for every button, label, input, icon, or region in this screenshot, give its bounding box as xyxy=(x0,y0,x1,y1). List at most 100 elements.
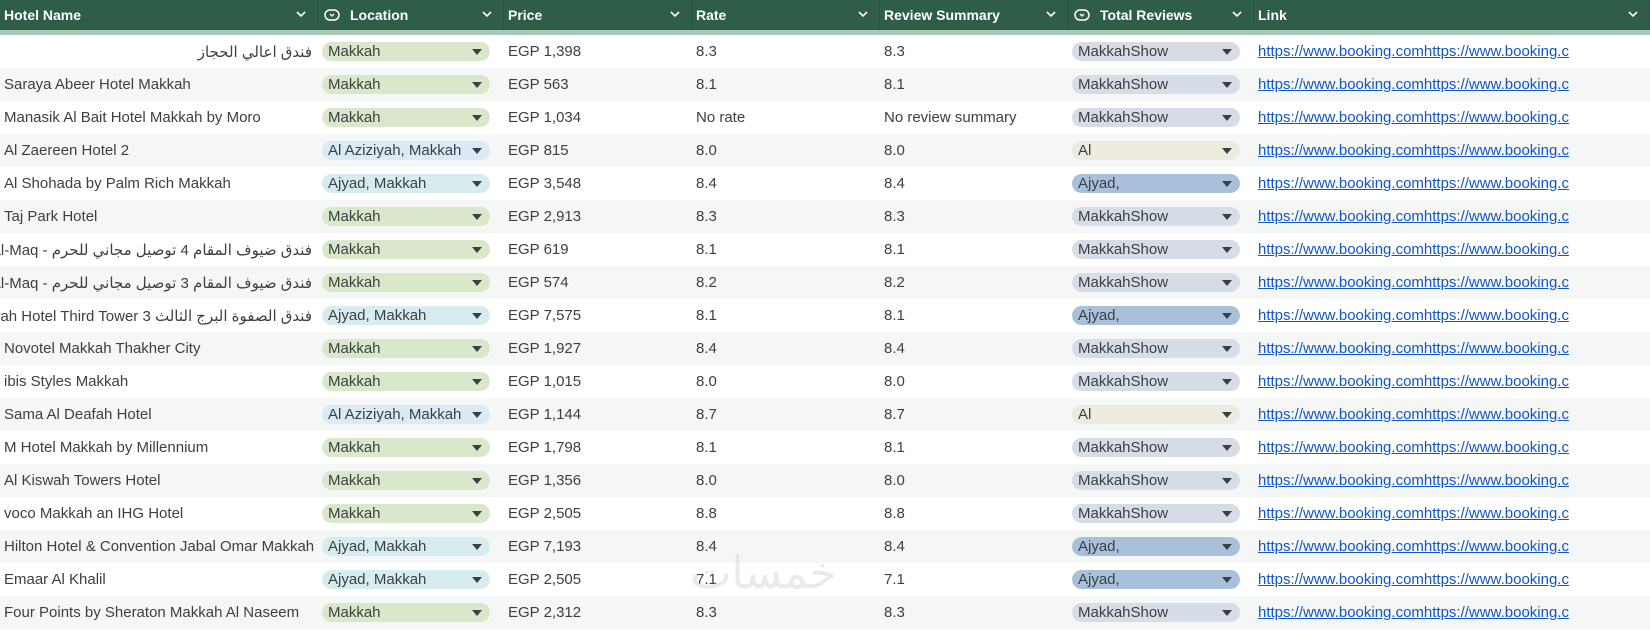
total-reviews-cell[interactable]: MakkahShow xyxy=(1068,332,1254,365)
hotel-name-cell[interactable]: فندق اعالي الحجاز xyxy=(197,43,312,61)
dropdown-caret-icon[interactable] xyxy=(1222,577,1232,583)
location-cell[interactable]: Ajyad, Makkah xyxy=(318,167,504,200)
price-cell[interactable]: EGP 1,015 xyxy=(508,373,582,390)
link-cell[interactable]: https://www.booking.comhttps://www.booki… xyxy=(1254,530,1650,563)
total-reviews-dropdown-chip[interactable]: MakkahShow xyxy=(1072,471,1240,490)
review-summary-cell[interactable]: 7.1 xyxy=(884,571,905,588)
dropdown-caret-icon[interactable] xyxy=(1222,313,1232,319)
chevron-down-icon[interactable] xyxy=(295,8,307,20)
column-header-name[interactable]: Hotel Name xyxy=(0,0,318,30)
rate-cell[interactable]: 8.0 xyxy=(696,142,717,159)
total-reviews-cell[interactable]: Ajyad, xyxy=(1068,563,1254,596)
link-cell[interactable]: https://www.booking.comhttps://www.booki… xyxy=(1254,233,1650,266)
booking-link[interactable]: https://www.booking.comhttps://www.booki… xyxy=(1258,208,1569,225)
price-cell[interactable]: EGP 1,034 xyxy=(508,109,582,126)
location-cell[interactable]: Makkah xyxy=(318,68,504,101)
total-reviews-dropdown-chip[interactable]: MakkahShow xyxy=(1072,273,1240,292)
total-reviews-dropdown-chip[interactable]: MakkahShow xyxy=(1072,438,1240,457)
price-cell[interactable]: EGP 1,927 xyxy=(508,340,582,357)
rate-cell[interactable]: 8.1 xyxy=(696,241,717,258)
location-dropdown-chip[interactable]: Makkah xyxy=(322,504,490,523)
location-dropdown-chip[interactable]: Makkah xyxy=(322,372,490,391)
review-summary-cell[interactable]: 8.1 xyxy=(884,241,905,258)
rate-cell[interactable]: 8.1 xyxy=(696,439,717,456)
hotel-name-cell[interactable]: Emaar Al Khalil xyxy=(4,571,106,588)
total-reviews-dropdown-chip[interactable]: MakkahShow xyxy=(1072,603,1240,622)
rate-cell[interactable]: 8.4 xyxy=(696,538,717,555)
hotel-name-cell[interactable]: M Hotel Makkah by Millennium xyxy=(4,439,209,456)
location-cell[interactable]: Makkah xyxy=(318,365,504,398)
location-dropdown-chip[interactable]: Makkah xyxy=(322,438,490,457)
hotel-name-cell[interactable]: voco Makkah an IHG Hotel xyxy=(4,505,184,522)
hotel-name-cell[interactable]: Hilton Hotel & Convention Jabal Omar Mak… xyxy=(4,538,315,555)
dropdown-caret-icon[interactable] xyxy=(1222,445,1232,451)
chevron-down-icon[interactable] xyxy=(481,8,493,20)
price-cell[interactable]: EGP 1,144 xyxy=(508,406,582,423)
review-summary-cell[interactable]: 8.1 xyxy=(884,307,905,324)
location-cell[interactable]: Makkah xyxy=(318,497,504,530)
rate-cell[interactable]: 7.1 xyxy=(696,571,717,588)
total-reviews-cell[interactable]: MakkahShow xyxy=(1068,431,1254,464)
rate-cell[interactable]: 8.1 xyxy=(696,76,717,93)
dropdown-caret-icon[interactable] xyxy=(472,610,482,616)
total-reviews-cell[interactable]: MakkahShow xyxy=(1068,35,1254,68)
location-dropdown-chip[interactable]: Ajyad, Makkah xyxy=(322,570,490,589)
location-cell[interactable]: Ajyad, Makkah xyxy=(318,563,504,596)
link-cell[interactable]: https://www.booking.comhttps://www.booki… xyxy=(1254,596,1650,629)
dropdown-caret-icon[interactable] xyxy=(472,280,482,286)
review-summary-cell[interactable]: 8.0 xyxy=(884,142,905,159)
total-reviews-cell[interactable]: Ajyad, xyxy=(1068,530,1254,563)
chevron-down-icon[interactable] xyxy=(669,8,681,20)
dropdown-caret-icon[interactable] xyxy=(472,511,482,517)
chevron-down-icon[interactable] xyxy=(857,8,869,20)
booking-link[interactable]: https://www.booking.comhttps://www.booki… xyxy=(1258,373,1569,390)
column-header-total[interactable]: Total Reviews xyxy=(1068,0,1254,30)
total-reviews-dropdown-chip[interactable]: Al xyxy=(1072,405,1240,424)
location-cell[interactable]: Al Aziziyah, Makkah xyxy=(318,398,504,431)
booking-link[interactable]: https://www.booking.comhttps://www.booki… xyxy=(1258,439,1569,456)
link-cell[interactable]: https://www.booking.comhttps://www.booki… xyxy=(1254,299,1650,332)
total-reviews-cell[interactable]: MakkahShow xyxy=(1068,233,1254,266)
price-cell[interactable]: EGP 619 xyxy=(508,241,569,258)
hotel-name-cell[interactable]: Sama Al Deafah Hotel xyxy=(4,406,152,423)
total-reviews-dropdown-chip[interactable]: MakkahShow xyxy=(1072,207,1240,226)
total-reviews-dropdown-chip[interactable]: Ajyad, xyxy=(1072,174,1240,193)
total-reviews-dropdown-chip[interactable]: MakkahShow xyxy=(1072,42,1240,61)
review-summary-cell[interactable]: 8.0 xyxy=(884,373,905,390)
booking-link[interactable]: https://www.booking.comhttps://www.booki… xyxy=(1258,406,1569,423)
column-header-price[interactable]: Price xyxy=(504,0,692,30)
review-summary-cell[interactable]: 8.8 xyxy=(884,505,905,522)
link-cell[interactable]: https://www.booking.comhttps://www.booki… xyxy=(1254,68,1650,101)
chevron-down-icon[interactable] xyxy=(1627,8,1639,20)
dropdown-caret-icon[interactable] xyxy=(472,82,482,88)
dropdown-caret-icon[interactable] xyxy=(472,115,482,121)
dropdown-caret-icon[interactable] xyxy=(472,313,482,319)
booking-link[interactable]: https://www.booking.comhttps://www.booki… xyxy=(1258,142,1569,159)
link-cell[interactable]: https://www.booking.comhttps://www.booki… xyxy=(1254,35,1650,68)
rate-cell[interactable]: 8.3 xyxy=(696,208,717,225)
link-cell[interactable]: https://www.booking.comhttps://www.booki… xyxy=(1254,134,1650,167)
review-summary-cell[interactable]: 8.4 xyxy=(884,538,905,555)
booking-link[interactable]: https://www.booking.comhttps://www.booki… xyxy=(1258,472,1569,489)
price-cell[interactable]: EGP 2,505 xyxy=(508,571,582,588)
location-dropdown-chip[interactable]: Ajyad, Makkah xyxy=(322,537,490,556)
rate-cell[interactable]: 8.7 xyxy=(696,406,717,423)
booking-link[interactable]: https://www.booking.comhttps://www.booki… xyxy=(1258,340,1569,357)
location-dropdown-chip[interactable]: Makkah xyxy=(322,339,490,358)
column-header-location[interactable]: Location xyxy=(318,0,504,30)
price-cell[interactable]: EGP 3,548 xyxy=(508,175,582,192)
total-reviews-cell[interactable]: MakkahShow xyxy=(1068,101,1254,134)
location-cell[interactable]: Ajyad, Makkah xyxy=(318,530,504,563)
hotel-name-cell[interactable]: Diouf Al-Maq - فندق ضيوف المقام 4 توصيل … xyxy=(0,241,312,259)
total-reviews-cell[interactable]: MakkahShow xyxy=(1068,497,1254,530)
location-dropdown-chip[interactable]: Makkah xyxy=(322,42,490,61)
dropdown-caret-icon[interactable] xyxy=(1222,511,1232,517)
booking-link[interactable]: https://www.booking.comhttps://www.booki… xyxy=(1258,571,1569,588)
dropdown-caret-icon[interactable] xyxy=(1222,346,1232,352)
booking-link[interactable]: https://www.booking.comhttps://www.booki… xyxy=(1258,307,1569,324)
dropdown-caret-icon[interactable] xyxy=(1222,181,1232,187)
column-header-review[interactable]: Review Summary xyxy=(880,0,1068,30)
booking-link[interactable]: https://www.booking.comhttps://www.booki… xyxy=(1258,76,1569,93)
link-cell[interactable]: https://www.booking.comhttps://www.booki… xyxy=(1254,398,1650,431)
review-summary-cell[interactable]: 8.4 xyxy=(884,175,905,192)
